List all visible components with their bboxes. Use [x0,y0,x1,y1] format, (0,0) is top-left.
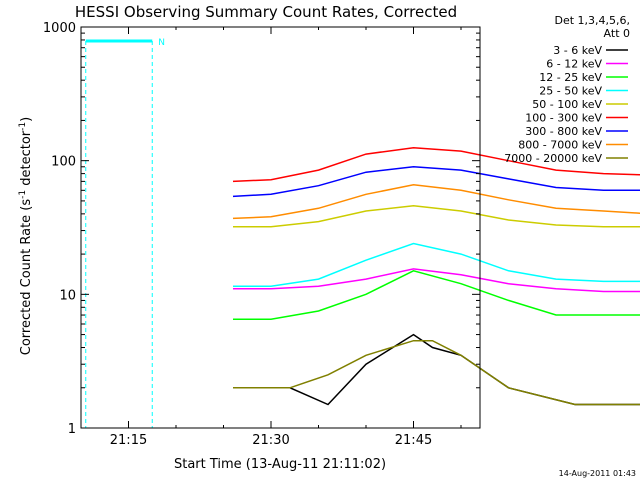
series-line-8 [233,339,640,406]
legend-entry-label: 25 - 50 keV [539,85,602,98]
series-line-5 [232,146,640,183]
y-axis: 1 10 100 1000 [43,21,480,437]
y-axis-label-end: ) [19,117,34,122]
legend-entry-label: 100 - 300 keV [525,112,602,125]
plot-frame [80,26,481,429]
y-tick-label: 1000 [43,21,76,36]
plot-area: N [80,26,640,429]
series-line-6 [232,166,640,198]
x-tick-label: 21:15 [110,433,147,448]
legend-entry-label: 50 - 100 keV [532,98,602,111]
series-line-0 [233,333,640,406]
y-axis-label-mid: detector [19,130,34,190]
state-flag-label: N [158,38,165,48]
footer-timestamp: 14-Aug-2011 01:43 [559,469,636,478]
series-line-3 [233,242,640,287]
legend-entry-label: 12 - 25 keV [539,71,602,84]
x-axis-label: Start Time (13-Aug-11 21:11:02) [174,457,386,472]
x-tick-label: 21:30 [252,433,289,448]
series-line-7 [232,184,640,220]
y-axis-label-sup1: -1 [18,190,28,199]
x-axis: 21:15 21:30 21:45 [80,27,462,448]
legend-entry-label: 6 - 12 keV [546,58,602,71]
y-tick-label: 10 [59,288,76,303]
y-tick-label: 1 [68,422,76,437]
series-line-2 [233,270,640,321]
legend-entry-label: 800 - 7000 keV [518,139,602,152]
series-line-4 [233,204,640,228]
legend-header-line-1: Det 1,3,4,5,6, [554,14,630,27]
y-axis-label: Corrected Count Rate (s-1 detector-1) [18,117,34,355]
legend-entry-label: 7000 - 20000 keV [504,152,602,165]
legend-entry-label: 300 - 800 keV [525,125,602,138]
y-axis-label-main: Corrected Count Rate (s [19,199,34,356]
chart-title: HESSI Observing Summary Count Rates, Cor… [75,3,457,21]
y-tick-label: 100 [51,155,76,170]
x-tick-label: 21:45 [395,433,432,448]
series-line-1 [233,268,640,293]
y-axis-label-sup2: -1 [18,122,28,131]
legend-entry-label: 3 - 6 keV [553,44,602,57]
legend-header-line-2: Att 0 [604,27,630,40]
